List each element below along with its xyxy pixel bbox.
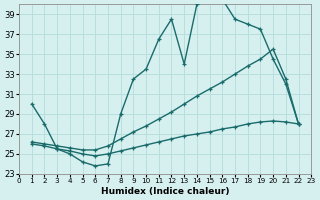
X-axis label: Humidex (Indice chaleur): Humidex (Indice chaleur) <box>101 187 229 196</box>
